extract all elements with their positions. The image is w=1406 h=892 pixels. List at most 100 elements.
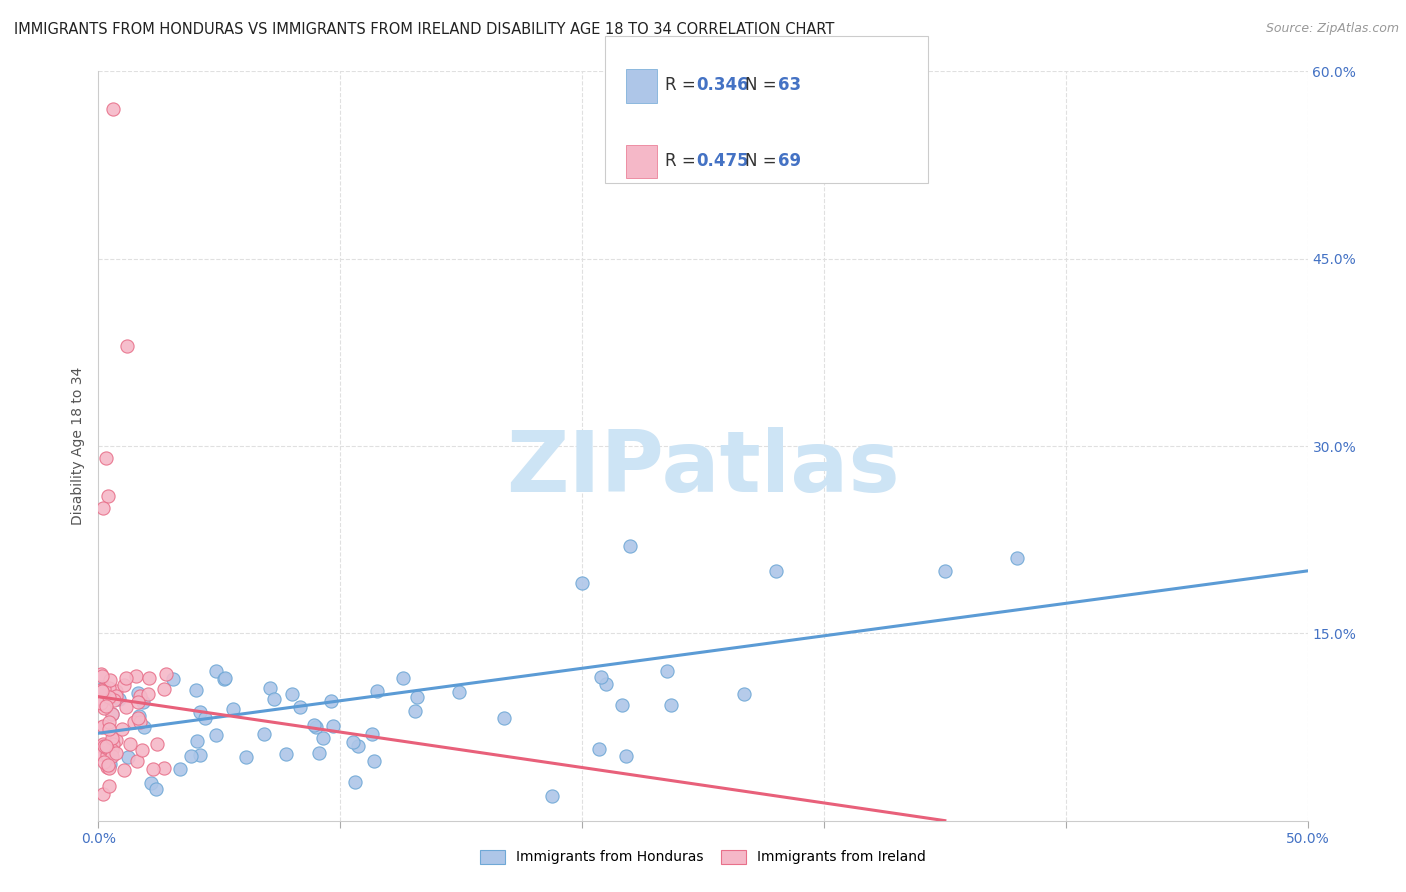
Point (405, 690, 427, 705)
Point (90, 687, 112, 701)
Point (93, 756, 115, 770)
Point (312, 731, 335, 745)
Point (118, 737, 141, 751)
Point (136, 687, 159, 701)
Point (97, 690, 120, 704)
Point (114, 700, 136, 714)
Point (765, 564, 787, 578)
Point (222, 702, 245, 716)
Point (322, 719, 344, 733)
Point (111, 722, 134, 736)
Point (91, 683, 114, 698)
Point (308, 746, 330, 760)
Point (100, 707, 122, 722)
Point (152, 761, 174, 775)
Point (101, 731, 124, 746)
Point (125, 754, 148, 768)
Point (90, 747, 112, 761)
Point (91, 788, 114, 802)
Point (619, 539, 641, 553)
Point (194, 711, 217, 725)
Point (162, 672, 184, 686)
Point (108, 692, 131, 706)
Point (184, 682, 207, 697)
Point (212, 672, 235, 686)
Point (90, 745, 112, 759)
Point (125, 669, 148, 683)
Point (361, 727, 384, 741)
Point (117, 339, 139, 353)
Point (612, 698, 634, 712)
Point (304, 718, 326, 732)
Point (205, 664, 228, 678)
Point (305, 720, 328, 734)
Point (97, 715, 120, 730)
Point (104, 684, 127, 698)
Point (589, 670, 612, 684)
Point (98, 673, 121, 687)
Point (94, 739, 117, 753)
Point (263, 692, 285, 706)
Point (98, 722, 121, 736)
Point (91, 681, 114, 695)
Point (100, 747, 122, 761)
Point (131, 743, 153, 757)
Point (169, 763, 191, 777)
Point (595, 677, 617, 691)
Point (343, 774, 366, 789)
Point (91, 720, 114, 734)
Point (122, 714, 145, 729)
Text: N =: N = (745, 152, 782, 169)
Point (127, 695, 149, 709)
Point (90, 669, 112, 683)
Point (115, 671, 138, 685)
Point (105, 732, 128, 747)
Point (657, 665, 679, 679)
Point (342, 735, 364, 749)
Point (141, 775, 163, 789)
Text: R =: R = (665, 76, 702, 94)
Point (132, 695, 155, 709)
Point (103, 737, 125, 751)
Point (934, 564, 956, 578)
Point (204, 728, 226, 742)
Point (1007, 551, 1029, 566)
Point (97, 780, 120, 794)
Point (321, 694, 343, 708)
Point (145, 738, 167, 752)
Point (101, 749, 124, 764)
Point (571, 576, 593, 591)
Point (93, 739, 115, 753)
Point (90, 696, 112, 710)
Point (93, 701, 115, 715)
Point (127, 711, 149, 725)
Point (347, 739, 370, 754)
Point (90, 666, 112, 681)
Point (129, 690, 152, 704)
Point (105, 746, 128, 760)
Point (155, 667, 177, 681)
Point (90, 683, 112, 698)
Point (97, 761, 120, 775)
Point (90, 739, 112, 753)
Point (214, 671, 236, 685)
Point (153, 681, 176, 696)
Text: 63: 63 (778, 76, 800, 94)
Point (117, 750, 139, 764)
Point (259, 681, 281, 695)
Point (129, 714, 152, 729)
Text: N =: N = (745, 76, 782, 94)
Point (494, 711, 516, 725)
Point (290, 699, 312, 714)
Point (94, 698, 117, 713)
Point (91, 737, 114, 751)
Point (142, 762, 165, 776)
Point (188, 705, 211, 719)
Point (363, 754, 385, 768)
Point (96, 760, 118, 774)
Point (98, 756, 121, 771)
Point (274, 747, 297, 761)
Point (392, 671, 415, 685)
Text: 0.475: 0.475 (696, 152, 748, 169)
Y-axis label: Disability Age 18 to 34: Disability Age 18 to 34 (72, 367, 86, 525)
